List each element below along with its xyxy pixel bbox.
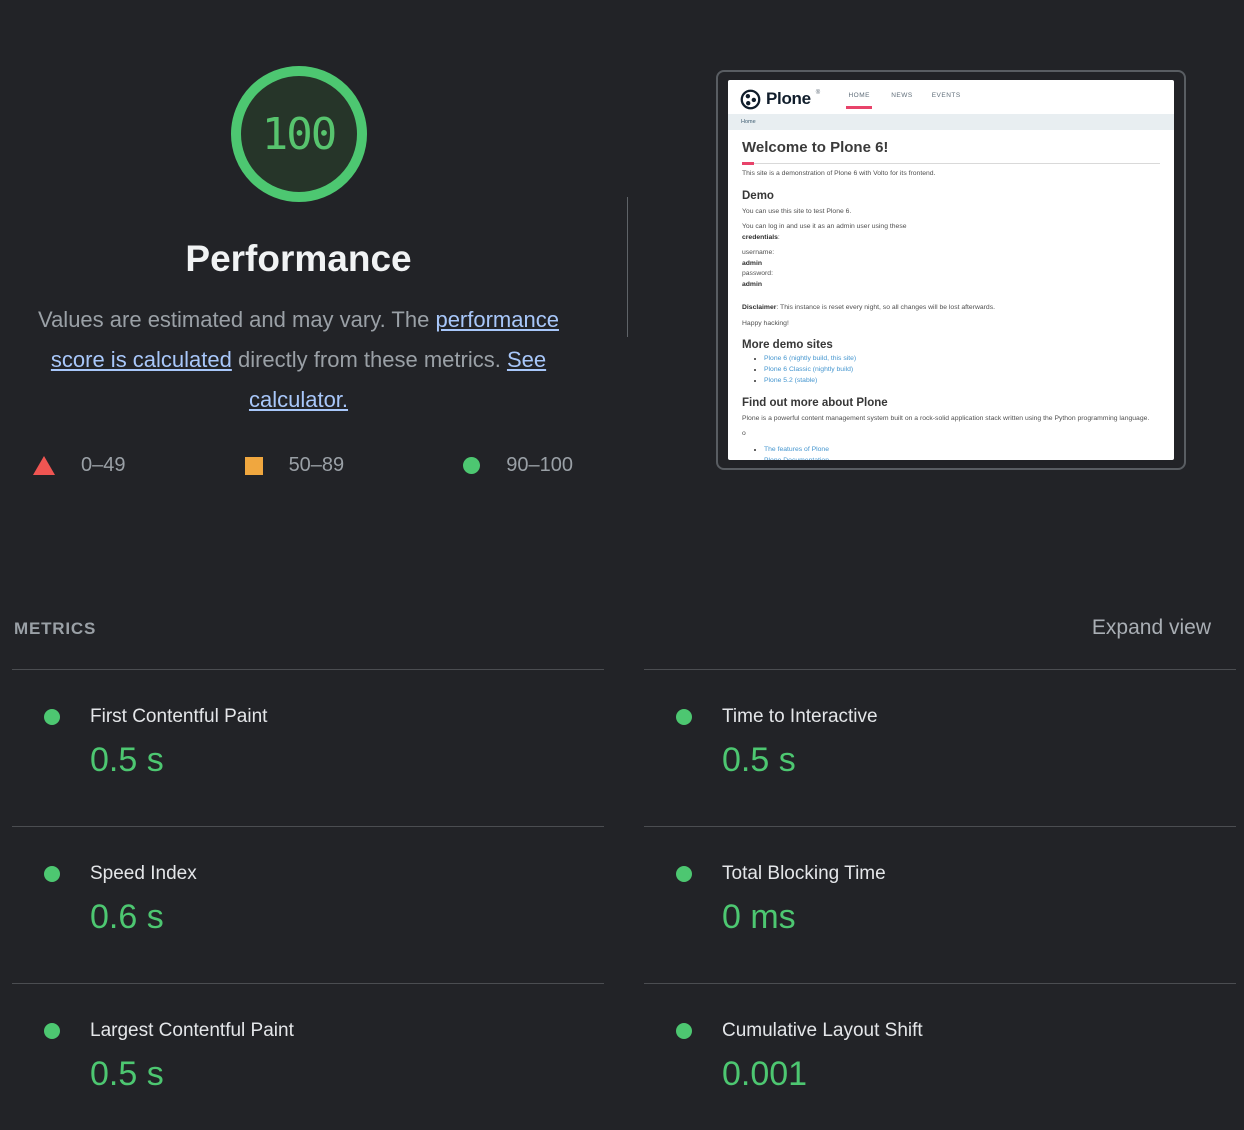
metrics-section-title: METRICS: [14, 619, 97, 638]
demo-site-link: Plone 6 (nightly build, this site): [764, 355, 857, 363]
metric-value: 0.5 s: [722, 741, 796, 779]
final-screenshot-thumbnail: Plone ® HOME NEWS EVENTS Home Welcome to…: [716, 70, 1186, 470]
about-paragraph: Plone is a powerful content management s…: [742, 414, 1150, 422]
demo-heading: Demo: [742, 189, 774, 202]
nav-item-home: HOME: [846, 92, 872, 109]
performance-summary-section: 100 Performance Values are estimated and…: [0, 0, 1244, 608]
expand-view-button[interactable]: Expand view: [1091, 616, 1211, 639]
page-title: Welcome to Plone 6!: [742, 139, 1160, 165]
legend-label: 90–100: [506, 454, 573, 476]
plone-page-screenshot: Plone ® HOME NEWS EVENTS Home Welcome to…: [728, 80, 1174, 460]
metric-value: 0.6 s: [90, 898, 164, 936]
legend-average-range: 50–89: [244, 454, 345, 477]
username-label: username:: [742, 249, 775, 257]
stray-char: o: [742, 430, 746, 438]
metric-label: Largest Contentful Paint: [90, 1020, 294, 1041]
metric-card-cumulative-layout-shift: Cumulative Layout Shift 0.001: [644, 983, 1236, 1130]
plone-nav: HOME NEWS EVENTS: [846, 92, 961, 109]
plone-logo-icon: [740, 89, 761, 110]
metric-card-time-to-interactive: Time to Interactive 0.5 s: [644, 669, 1236, 826]
metric-value: 0.5 s: [90, 1055, 164, 1093]
metric-card-first-contentful-paint: First Contentful Paint 0.5 s: [12, 669, 604, 826]
metric-label: Speed Index: [90, 863, 197, 884]
average-square-icon: [244, 456, 263, 475]
metric-card-total-blocking-time: Total Blocking Time 0 ms: [644, 826, 1236, 983]
login-text: You can log in and use it as an admin us…: [742, 223, 907, 231]
pass-dot-icon: [676, 866, 692, 882]
list-item: Plone 5.2 (stable): [764, 376, 1160, 387]
legend-pass-range: 90–100: [463, 454, 573, 477]
password-label: password:: [742, 270, 773, 278]
legend-label: 0–49: [81, 454, 126, 476]
pass-dot-icon: [44, 709, 60, 725]
description-text: Values are estimated and may vary. The: [38, 307, 436, 332]
legend-label: 50–89: [288, 454, 345, 476]
score-description: Values are estimated and may vary. The p…: [9, 300, 589, 420]
performance-score-gauge[interactable]: 100: [230, 66, 367, 202]
list-item: Plone Documentation: [764, 456, 1160, 460]
metric-value: 0.5 s: [90, 741, 164, 779]
score-value: 100: [261, 108, 337, 160]
fail-triangle-icon: [33, 456, 55, 475]
metrics-grid: First Contentful Paint 0.5 s Time to Int…: [0, 669, 1244, 1130]
plone-logo: Plone ®: [740, 89, 820, 110]
demo-sites-list: Plone 6 (nightly build, this site) Plone…: [764, 354, 1160, 387]
disclaimer-bold: Disclaimer: [742, 304, 777, 312]
plone-page-content: Welcome to Plone 6! This site is a demon…: [728, 130, 1174, 460]
plone-logo-text: Plone: [766, 89, 811, 108]
more-demo-sites-heading: More demo sites: [742, 339, 833, 352]
intro-paragraph: This site is a demonstration of Plone 6 …: [742, 170, 936, 177]
legend-fail-range: 0–49: [33, 454, 126, 477]
pass-dot-icon: [44, 1023, 60, 1039]
password-value: admin: [742, 280, 763, 288]
demo-site-link: Plone 5.2 (stable): [764, 377, 818, 385]
pass-circle-icon: [463, 457, 481, 474]
demo-site-link: Plone 6 Classic (nightly build): [764, 366, 854, 374]
list-item: Plone 6 (nightly build, this site): [764, 354, 1160, 365]
score-column: 100 Performance Values are estimated and…: [0, 0, 597, 477]
happy-hacking: Happy hacking!: [742, 319, 789, 327]
metric-card-speed-index: Speed Index 0.6 s: [12, 826, 604, 983]
metric-label: First Contentful Paint: [90, 706, 268, 727]
credentials-block: username: admin password: admin: [742, 248, 1160, 290]
find-out-more-heading: Find out more about Plone: [742, 396, 888, 409]
more-links-list: The features of Plone Plone Documentatio…: [764, 445, 1160, 460]
score-legend: 0–49 50–89 90–100: [33, 454, 573, 477]
metrics-header: METRICS Expand view: [0, 608, 1244, 640]
username-value: admin: [742, 259, 763, 267]
metric-label: Total Blocking Time: [722, 863, 886, 884]
metric-card-largest-contentful-paint: Largest Contentful Paint 0.5 s: [12, 983, 604, 1130]
see-calculator-link[interactable]: See calculator.: [248, 347, 547, 412]
disclaimer-paragraph: Disclaimer: This instance is reset every…: [742, 303, 1160, 314]
registered-mark: ®: [815, 90, 821, 96]
pass-dot-icon: [676, 709, 692, 725]
nav-item-news: NEWS: [891, 92, 913, 99]
disclaimer-text: : This instance is reset every night, so…: [776, 304, 995, 312]
metric-label: Cumulative Layout Shift: [722, 1020, 923, 1041]
pass-dot-icon: [44, 866, 60, 882]
metric-value: 0 ms: [722, 898, 796, 936]
colon: :: [777, 233, 780, 241]
score-calculated-link[interactable]: performance score is calculated: [50, 307, 559, 372]
features-link: The features of Plone: [764, 446, 829, 453]
nav-item-events: EVENTS: [931, 92, 961, 99]
pass-dot-icon: [676, 1023, 692, 1039]
metric-label: Time to Interactive: [722, 706, 878, 727]
metric-value: 0.001: [722, 1055, 808, 1093]
description-text: directly from these metrics.: [231, 347, 507, 372]
documentation-link: Plone Documentation: [764, 457, 829, 460]
login-paragraph: You can log in and use it as an admin us…: [742, 222, 1160, 243]
plone-header: Plone ® HOME NEWS EVENTS: [728, 80, 1174, 114]
list-item: The features of Plone: [764, 445, 1160, 456]
list-item: Plone 6 Classic (nightly build): [764, 365, 1160, 376]
credentials-bold: credentials: [742, 233, 778, 241]
test-paragraph: You can use this site to test Plone 6.: [742, 207, 852, 215]
vertical-divider: [627, 197, 628, 337]
performance-title: Performance: [185, 238, 412, 279]
breadcrumb: Home: [728, 114, 1174, 130]
